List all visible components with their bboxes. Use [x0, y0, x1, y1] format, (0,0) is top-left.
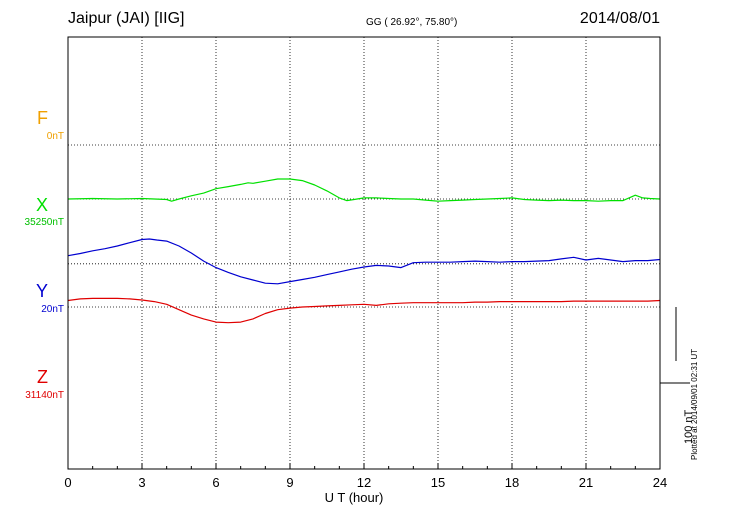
station-coordinates: GG ( 26.92°, 75.80°) — [366, 17, 458, 28]
component-z-baseline: 31140nT — [25, 390, 64, 401]
plotted-timestamp: Plotted at 2014/09/01 02:31 UT — [690, 348, 699, 460]
x-tick-label-6: 18 — [505, 475, 519, 490]
component-x-letter: X — [35, 195, 48, 215]
chart-series — [67, 178, 661, 324]
component-f-baseline: 0nT — [46, 131, 64, 142]
x-axis-ticks: 0 3 6 9 12 15 18 21 24 — [64, 463, 667, 490]
chart-grid — [141, 37, 587, 469]
component-f-letter: F — [37, 108, 48, 128]
station-title: Jaipur (JAI) [IIG] — [68, 10, 185, 27]
component-z-letter: Z — [37, 367, 48, 387]
x-tick-label-2: 6 — [212, 475, 219, 490]
chart-date: 2014/08/01 — [579, 10, 660, 27]
component-y-baseline: 20nT — [41, 304, 64, 315]
series-line-z — [67, 297, 661, 324]
component-x-baseline: 35250nT — [24, 217, 64, 228]
scale-bar-label: 100 nT — [683, 409, 695, 444]
component-y-letter: Y — [35, 281, 48, 301]
x-tick-label-4: 12 — [357, 475, 371, 490]
x-tick-label-1: 3 — [138, 475, 145, 490]
series-line-y — [67, 238, 661, 285]
x-tick-label-5: 15 — [431, 475, 445, 490]
x-tick-label-8: 24 — [653, 475, 667, 490]
x-tick-label-7: 21 — [579, 475, 593, 490]
x-axis-label: U T (hour) — [325, 490, 384, 505]
x-tick-label-0: 0 — [64, 475, 71, 490]
x-tick-label-3: 9 — [286, 475, 293, 490]
series-line-x — [67, 178, 661, 202]
